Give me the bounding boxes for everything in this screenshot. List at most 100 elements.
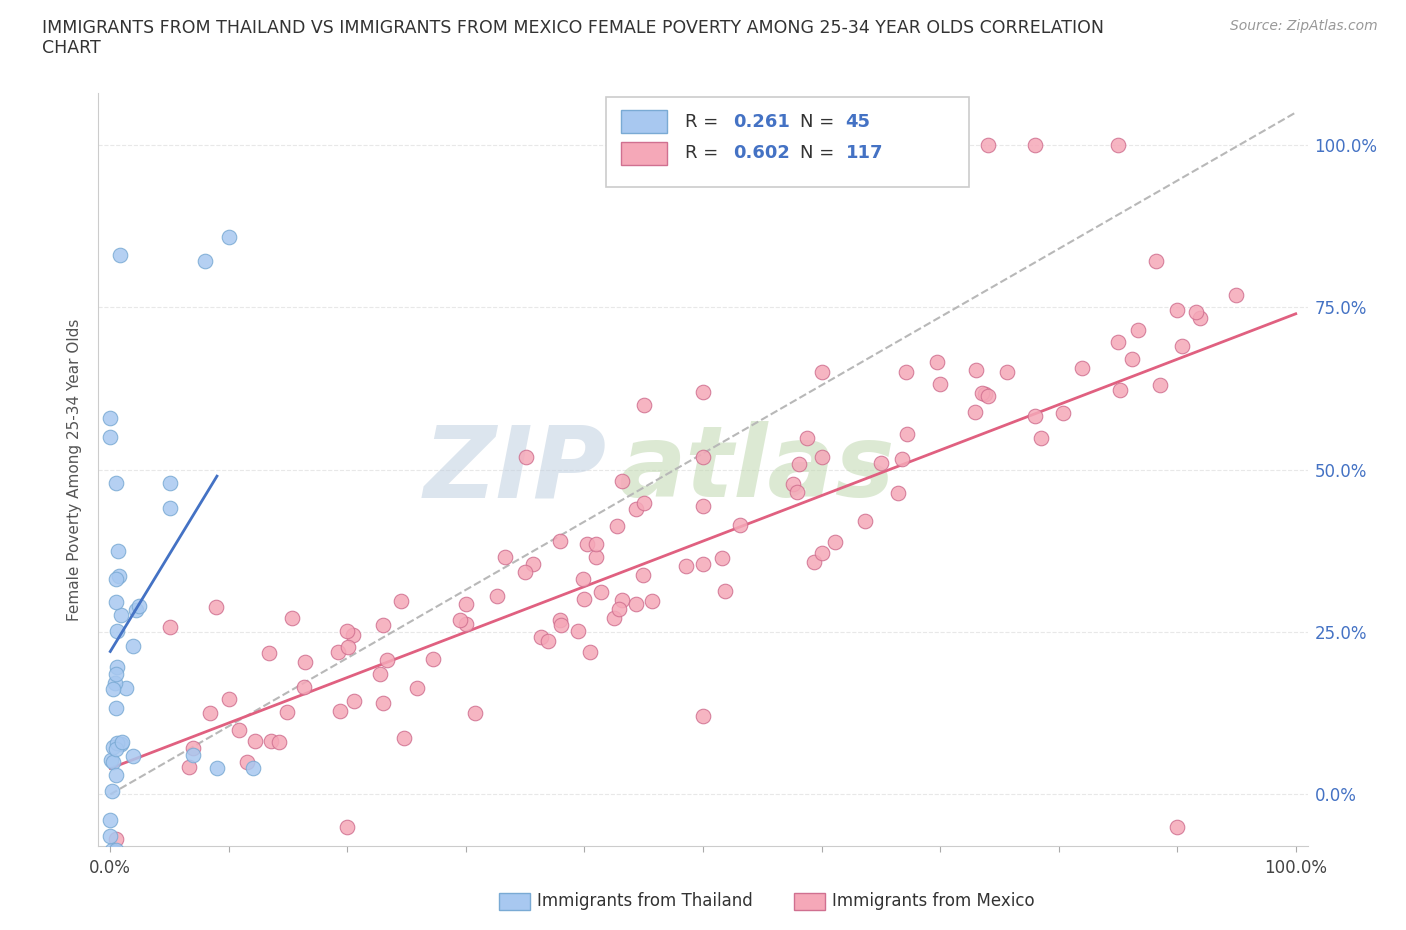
Point: [294, 655, 316, 670]
Point: [869, 138, 891, 153]
Point: [1121, 352, 1143, 366]
Point: [972, 385, 994, 400]
Point: [1166, 303, 1188, 318]
Point: [422, 651, 444, 666]
Point: [105, 475, 128, 490]
Point: [98, 410, 121, 425]
Point: [337, 640, 360, 655]
Point: [591, 585, 613, 600]
Point: [631, 567, 654, 582]
Point: [122, 639, 145, 654]
Point: [891, 451, 914, 466]
Point: [342, 693, 364, 708]
Point: [105, 767, 128, 782]
Point: [576, 537, 599, 551]
Point: [260, 734, 283, 749]
Point: [98, 813, 121, 828]
Point: [692, 556, 714, 571]
Text: N =: N =: [800, 144, 839, 162]
Point: [1024, 408, 1046, 423]
Point: [107, 544, 129, 559]
Point: [585, 549, 607, 564]
Point: [105, 666, 128, 681]
Point: [105, 623, 128, 638]
Point: [530, 630, 553, 644]
Point: [1052, 405, 1074, 420]
Point: [965, 363, 987, 378]
Point: [1031, 431, 1053, 445]
Point: [100, 842, 122, 857]
Point: [803, 555, 825, 570]
Point: [101, 682, 124, 697]
Text: atlas: atlas: [619, 421, 894, 518]
Point: [602, 611, 624, 626]
Point: [810, 546, 832, 561]
Point: [585, 537, 607, 551]
Point: [280, 611, 302, 626]
Point: [1170, 339, 1192, 353]
Point: [105, 831, 128, 846]
Point: [405, 681, 427, 696]
Point: [929, 377, 952, 392]
Point: [1024, 138, 1046, 153]
Point: [228, 723, 250, 737]
Point: [326, 644, 349, 659]
Text: 117: 117: [845, 144, 883, 162]
Point: [963, 405, 986, 419]
FancyBboxPatch shape: [621, 142, 666, 165]
Point: [537, 633, 560, 648]
Point: [1071, 360, 1094, 375]
Text: 0.602: 0.602: [734, 144, 790, 162]
Point: [122, 749, 145, 764]
Point: [292, 680, 315, 695]
Point: [574, 592, 596, 607]
Point: [633, 397, 655, 412]
Point: [205, 761, 228, 776]
Point: [692, 498, 714, 513]
Point: [100, 752, 122, 767]
Point: [1107, 138, 1129, 153]
Point: [1189, 311, 1212, 325]
Point: [692, 709, 714, 724]
Point: [810, 449, 832, 464]
Point: [267, 735, 290, 750]
Point: [692, 384, 714, 399]
Point: [336, 819, 359, 834]
Point: [342, 628, 364, 643]
Point: [513, 565, 536, 579]
Point: [392, 730, 415, 745]
Point: [243, 734, 266, 749]
Point: [105, 842, 128, 857]
Point: [128, 598, 150, 613]
Point: [194, 254, 217, 269]
Text: Source: ZipAtlas.com: Source: ZipAtlas.com: [1230, 19, 1378, 33]
Point: [626, 501, 648, 516]
Point: [100, 853, 122, 868]
Point: [104, 877, 127, 892]
Point: [159, 619, 181, 634]
Point: [373, 618, 395, 632]
Point: [242, 761, 264, 776]
Point: [101, 754, 124, 769]
Point: [1128, 322, 1150, 337]
Point: [105, 595, 128, 610]
Point: [104, 676, 127, 691]
Point: [692, 449, 714, 464]
Point: [159, 475, 181, 490]
Point: [159, 501, 181, 516]
Point: [371, 696, 394, 711]
Text: Immigrants from Thailand: Immigrants from Thailand: [537, 892, 752, 910]
Point: [105, 659, 128, 674]
Point: [105, 571, 128, 586]
Text: Immigrants from Mexico: Immigrants from Mexico: [832, 892, 1035, 910]
Point: [276, 704, 298, 719]
Point: [1109, 382, 1132, 397]
Point: [105, 741, 128, 756]
Point: [389, 593, 412, 608]
Text: R =: R =: [685, 113, 724, 130]
Y-axis label: Female Poverty Among 25-34 Year Olds: Female Poverty Among 25-34 Year Olds: [67, 318, 83, 621]
Point: [605, 519, 627, 534]
Point: [624, 596, 647, 611]
Point: [633, 496, 655, 511]
Point: [104, 700, 127, 715]
